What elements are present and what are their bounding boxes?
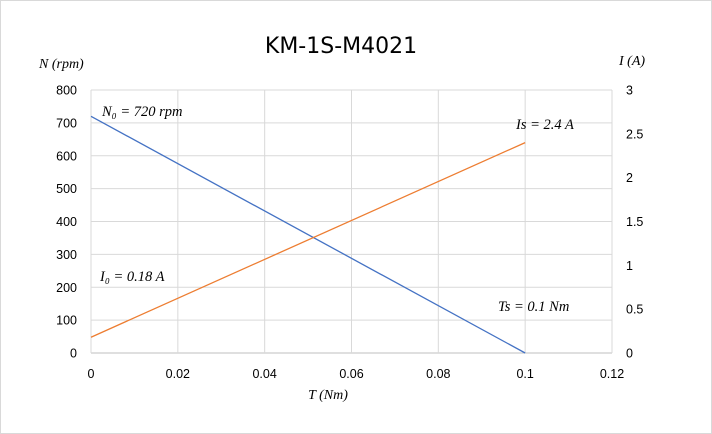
y-right-axis-label: I (A)	[618, 54, 645, 69]
annotation-stall-current: Is = 2.4 A	[515, 117, 574, 133]
y-left-tick-label: 400	[56, 215, 77, 229]
y-left-tick-label: 800	[56, 84, 77, 98]
y-left-tick-label: 500	[56, 182, 77, 196]
tick-layer: 0 100 200 300 400 500 600 700 800 0 0.02 0.04 0.06 0.…	[56, 84, 643, 382]
x-tick-label: 0.02	[166, 367, 190, 381]
y-right-tick-label: 1	[626, 259, 633, 273]
y-left-tick-label: 200	[56, 281, 77, 295]
y-right-tick-label: 1.5	[626, 215, 643, 229]
annotation-no-load-speed: N₀ = 720 rpm	[101, 104, 183, 120]
grid-layer	[90, 89, 613, 354]
y-right-tick-label: 2	[626, 171, 633, 185]
x-tick-label: 0.04	[252, 367, 276, 381]
y-left-tick-label: 700	[56, 116, 77, 130]
y-left-tick-label: 0	[70, 347, 77, 361]
annotation-stall-torque: Ts = 0.1 Nm	[498, 299, 569, 315]
y-left-tick-label: 300	[56, 248, 77, 262]
y-right-tick-label: 0	[626, 347, 633, 361]
y-left-axis-label: N (rpm)	[38, 57, 84, 72]
x-tick-label: 0.06	[339, 367, 363, 381]
x-tick-label: 0	[88, 367, 95, 381]
series-layer	[90, 115, 526, 354]
y-left-tick-label: 100	[56, 314, 77, 328]
x-tick-label: 0.12	[600, 367, 624, 381]
chart-title: KM-1S-M4021	[265, 34, 417, 59]
y-right-tick-label: 2.5	[626, 127, 643, 141]
series-line-speed	[90, 115, 526, 354]
y-right-tick-label: 3	[626, 84, 633, 98]
series-line-current	[90, 142, 526, 338]
x-tick-label: 0.08	[426, 367, 450, 381]
y-left-tick-label: 600	[56, 149, 77, 163]
x-tick-label: 0.1	[516, 367, 533, 381]
y-right-tick-label: 0.5	[626, 303, 643, 317]
annotation-no-load-current: I₀ = 0.18 A	[99, 269, 165, 285]
x-axis-label: T (Nm)	[308, 388, 348, 403]
